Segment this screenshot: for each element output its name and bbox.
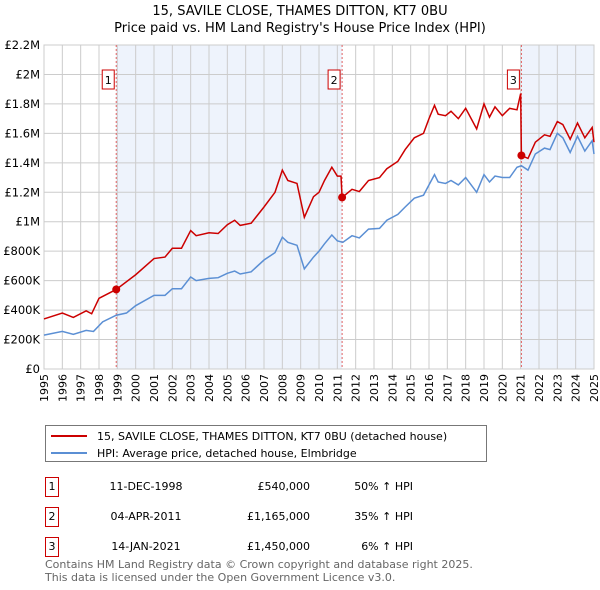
sale-price: £1,165,000 xyxy=(247,510,310,523)
y-tick-label: £600K xyxy=(3,274,40,288)
x-tick-label: 2003 xyxy=(185,374,198,402)
x-tick-label: 2012 xyxy=(350,374,363,402)
legend-item-property: 15, SAVILE CLOSE, THAMES DITTON, KT7 0BU… xyxy=(46,428,447,444)
y-tick-label: £200K xyxy=(3,333,40,347)
x-tick-label: 2015 xyxy=(405,374,418,402)
x-tick-label: 2006 xyxy=(240,374,253,402)
price-chart: 1995 1996 1997 1998 1999 2000 2001 2002 2003 2004… xyxy=(3,38,600,402)
footer: Contains HM Land Registry data © Crown c… xyxy=(45,558,473,584)
x-tick-label: 2016 xyxy=(423,374,436,402)
sale-price: £540,000 xyxy=(257,480,311,493)
x-tick-label: 1995 xyxy=(38,374,51,402)
sale-date: 04-APR-2011 xyxy=(110,510,182,523)
sale-point xyxy=(338,193,347,202)
x-tick-label: 2011 xyxy=(331,374,344,402)
y-tick-label: £2.2M xyxy=(4,38,40,52)
x-tick-label: 2013 xyxy=(368,374,381,402)
sale-row: 2 04-APR-2011 £1,165,000 35% ↑ HPI xyxy=(45,507,465,533)
x-tick-label: 1999 xyxy=(111,374,124,402)
sale-hpi-diff: 35% ↑ HPI xyxy=(354,510,413,523)
legend-swatch-blue xyxy=(51,452,87,454)
x-tick-label: 2018 xyxy=(460,374,473,402)
x-tick-label: 2025 xyxy=(588,374,600,402)
y-tick-label: £2M xyxy=(15,67,40,81)
sale-row: 3 14-JAN-2021 £1,450,000 6% ↑ HPI xyxy=(45,537,465,563)
sale-price: £1,450,000 xyxy=(247,540,310,553)
x-tick-label: 2017 xyxy=(441,374,454,402)
sale-label-box xyxy=(327,69,341,90)
sale-hpi-diff: 6% ↑ HPI xyxy=(361,540,413,553)
sale-hpi-diff: 50% ↑ HPI xyxy=(354,480,413,493)
series-line-hpi xyxy=(43,132,595,336)
x-tick-label: 2001 xyxy=(148,374,161,402)
sale-label-box xyxy=(101,69,115,90)
x-tick-label: 1997 xyxy=(75,374,88,402)
y-tick-label: £1.4M xyxy=(4,156,40,170)
series-line-property xyxy=(43,93,595,320)
sale-point xyxy=(517,151,526,160)
x-tick-label: 2023 xyxy=(551,374,564,402)
y-tick-label: £800K xyxy=(3,244,40,258)
sale-date: 14-JAN-2021 xyxy=(111,540,181,553)
sale-label-box xyxy=(506,69,520,90)
x-tick-label: 2019 xyxy=(478,374,491,402)
legend: 15, SAVILE CLOSE, THAMES DITTON, KT7 0BU… xyxy=(45,425,487,462)
x-tick-label: 2000 xyxy=(130,374,143,402)
x-tick-label: 1998 xyxy=(93,374,106,402)
x-tick-label: 2014 xyxy=(386,374,399,402)
x-tick-label: 2020 xyxy=(496,374,509,402)
chart-subtitle: Price paid vs. HM Land Registry's House … xyxy=(114,21,486,36)
y-tick-label: £400K xyxy=(3,303,40,317)
footer-line-1: Contains HM Land Registry data © Crown c… xyxy=(45,558,473,571)
y-tick-label: £1M xyxy=(15,215,40,229)
footer-line-2: This data is licensed under the Open Gov… xyxy=(45,571,396,584)
x-tick-label: 2004 xyxy=(203,374,216,402)
sale-number-badge: 3 xyxy=(45,537,59,557)
x-tick-label: 2008 xyxy=(276,374,289,402)
y-tick-label: £1.2M xyxy=(4,185,40,199)
legend-swatch-red xyxy=(51,435,87,437)
x-tick-label: 2021 xyxy=(515,374,528,402)
x-tick-label: 2009 xyxy=(295,374,308,402)
x-tick-label: 2007 xyxy=(258,374,271,402)
y-tick-label: £1.8M xyxy=(4,97,40,111)
sale-date: 11-DEC-1998 xyxy=(109,480,183,493)
legend-label-property: 15, SAVILE CLOSE, THAMES DITTON, KT7 0BU… xyxy=(97,429,448,443)
x-tick-label: 2002 xyxy=(166,374,179,402)
legend-label-hpi: HPI: Average price, detached house, Elmb… xyxy=(97,446,357,460)
y-tick-label: £0 xyxy=(25,362,40,376)
sale-number-badge: 2 xyxy=(45,507,59,527)
legend-item-hpi: HPI: Average price, detached house, Elmb… xyxy=(46,445,357,461)
x-tick-label: 1996 xyxy=(56,374,69,402)
x-tick-label: 2024 xyxy=(570,374,583,402)
plot-border xyxy=(43,44,595,370)
sale-number-badge: 1 xyxy=(45,477,59,497)
sale-label: 1 xyxy=(105,74,112,87)
sale-label: 3 xyxy=(510,74,517,87)
chart-title: 15, SAVILE CLOSE, THAMES DITTON, KT7 0BU xyxy=(152,4,448,19)
x-tick-label: 2010 xyxy=(313,374,326,402)
x-tick-label: 2022 xyxy=(533,374,546,402)
y-tick-label: £1.6M xyxy=(4,126,40,140)
sale-point xyxy=(112,285,121,294)
x-tick-label: 2005 xyxy=(221,374,234,402)
sale-label: 2 xyxy=(331,74,338,87)
sale-row: 1 11-DEC-1998 £540,000 50% ↑ HPI xyxy=(45,477,465,503)
